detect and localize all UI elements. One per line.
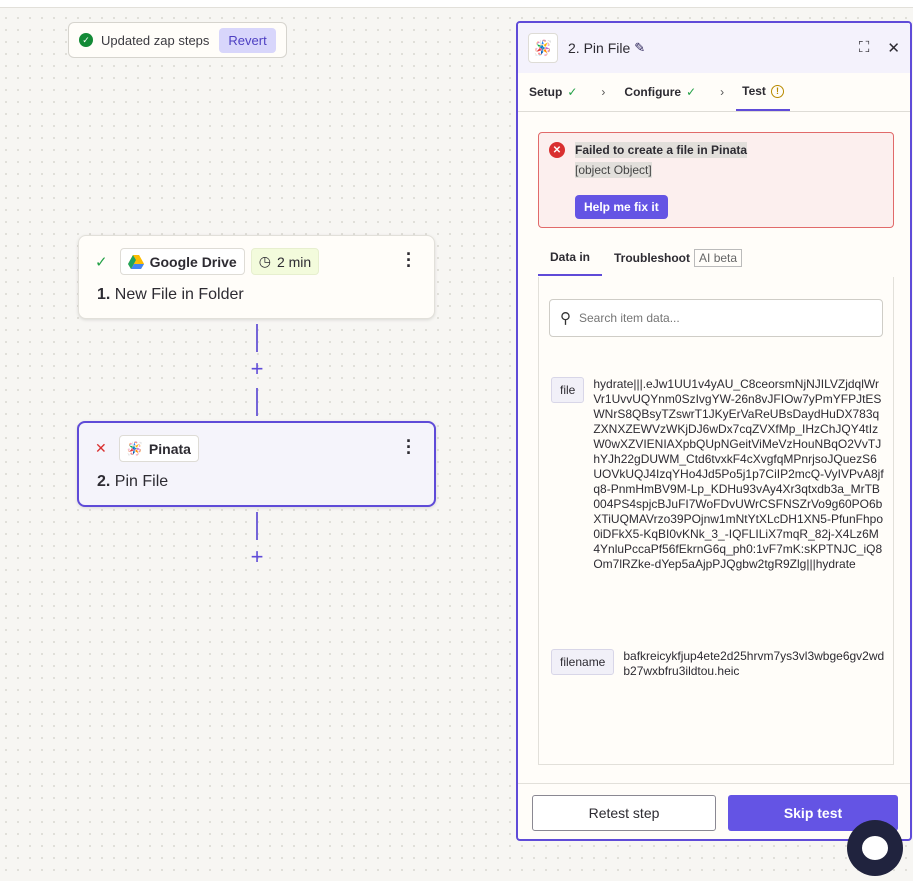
- pinata-icon: 🪅: [126, 440, 143, 456]
- toast-notification: ✓ Updated zap steps Revert: [68, 22, 287, 58]
- step-name: Pin File: [114, 473, 169, 490]
- tab-setup[interactable]: Setup ✓: [529, 73, 577, 111]
- time-text: 2 min: [276, 253, 312, 270]
- connector-line: [256, 388, 258, 416]
- error-x-icon: ✕: [95, 440, 107, 456]
- data-field-file: file hydrate|||.eJw1UU1v4yAU_C8ceorsmNjN…: [551, 377, 885, 572]
- check-circle-icon: ✓: [79, 33, 93, 47]
- add-step-button[interactable]: +: [250, 356, 264, 381]
- data-subtabs: Data in Troubleshoot AI beta: [538, 245, 743, 276]
- panel-footer: Retest step Skip test: [518, 783, 910, 839]
- connector-line: [256, 324, 258, 352]
- chevron-right-icon: ›: [720, 85, 725, 99]
- step-title: 1. New File in Folder: [97, 286, 244, 304]
- field-key: filename: [551, 649, 615, 675]
- subtab-troubleshoot[interactable]: Troubleshoot: [614, 251, 691, 265]
- close-icon[interactable]: ✕: [887, 40, 900, 57]
- top-bar: [0, 0, 913, 8]
- pencil-icon[interactable]: ✎: [634, 40, 646, 55]
- tab-configure[interactable]: Configure ✓: [624, 73, 696, 111]
- step-number: 1.: [97, 286, 111, 303]
- panel-title: 2. Pin File: [568, 40, 631, 56]
- toast-message: Updated zap steps: [101, 32, 210, 48]
- ai-beta-badge: AI beta: [694, 249, 743, 267]
- panel-tabs: Setup ✓ › Configure ✓ › Test!: [518, 73, 910, 112]
- chevron-right-icon: ›: [601, 85, 606, 99]
- search-box[interactable]: ⚲: [549, 299, 883, 337]
- clock-icon: ◷: [258, 253, 271, 269]
- revert-button[interactable]: Revert: [219, 27, 276, 53]
- tab-test[interactable]: Test!: [736, 73, 790, 111]
- step-title: 2. Pin File: [97, 473, 168, 491]
- app-chip: Google Drive: [119, 248, 245, 275]
- tab-label: Test: [742, 84, 766, 98]
- app-name: Google Drive: [149, 253, 237, 270]
- subtab-data-in[interactable]: Data in: [538, 245, 603, 276]
- step-editor-panel: 🪅 2. Pin File ✎ ⛶ ✕ Setup ✓ › Configure ✓ …: [516, 21, 912, 841]
- google-drive-icon: [127, 254, 144, 269]
- step-number: 2.: [97, 473, 111, 490]
- panel-header: 🪅 2. Pin File ✎ ⛶ ✕: [518, 23, 910, 73]
- error-detail: [object Object]: [575, 162, 652, 178]
- data-in-container: ⚲ file hydrate|||.eJw1UU1v4yAU_C8ceorsmN…: [538, 277, 894, 765]
- more-options-icon[interactable]: · · ·: [406, 431, 412, 463]
- help-me-fix-button[interactable]: Help me fix it: [575, 195, 668, 219]
- tab-label: Configure: [624, 85, 682, 99]
- step-card-2[interactable]: ✕ 🪅 Pinata 2. Pin File · · ·: [77, 421, 436, 507]
- error-title: Failed to create a file in Pinata: [575, 142, 748, 158]
- connector-line: [256, 512, 258, 540]
- warning-icon: !: [770, 84, 784, 98]
- chat-support-button[interactable]: [847, 820, 903, 876]
- check-icon: ✓: [567, 85, 578, 99]
- app-chip: 🪅 Pinata: [118, 435, 199, 462]
- field-value: bafkreicykfjup4ete2d25hrvm7ys3vl3wbge6gv…: [623, 649, 885, 678]
- check-icon: ✓: [686, 85, 697, 99]
- check-icon: ✓: [95, 253, 108, 271]
- time-badge: ◷ 2 min: [250, 248, 320, 275]
- step-name: New File in Folder: [114, 286, 244, 303]
- pinata-icon: 🪅: [528, 33, 558, 63]
- retest-step-button[interactable]: Retest step: [532, 795, 716, 831]
- search-input[interactable]: [579, 311, 859, 325]
- add-step-button[interactable]: +: [250, 544, 264, 569]
- search-icon: ⚲: [560, 310, 571, 327]
- data-field-filename: filename bafkreicykfjup4ete2d25hrvm7ys3v…: [551, 649, 885, 679]
- step-card-1[interactable]: ✓ Google Drive ◷ 2 min 1. New File in Fo…: [78, 235, 435, 319]
- error-circle-icon: ✕: [549, 142, 565, 158]
- field-value: hydrate|||.eJw1UU1v4yAU_C8ceorsmNjNJILVZ…: [593, 377, 884, 571]
- more-options-icon[interactable]: · · ·: [406, 244, 412, 276]
- app-name: Pinata: [148, 440, 191, 457]
- error-alert: ✕ Failed to create a file in Pinata [obj…: [538, 132, 894, 228]
- tab-label: Setup: [529, 85, 563, 99]
- field-key: file: [551, 377, 585, 403]
- expand-icon[interactable]: ⛶: [858, 39, 870, 56]
- chat-bubble-icon: [862, 836, 888, 860]
